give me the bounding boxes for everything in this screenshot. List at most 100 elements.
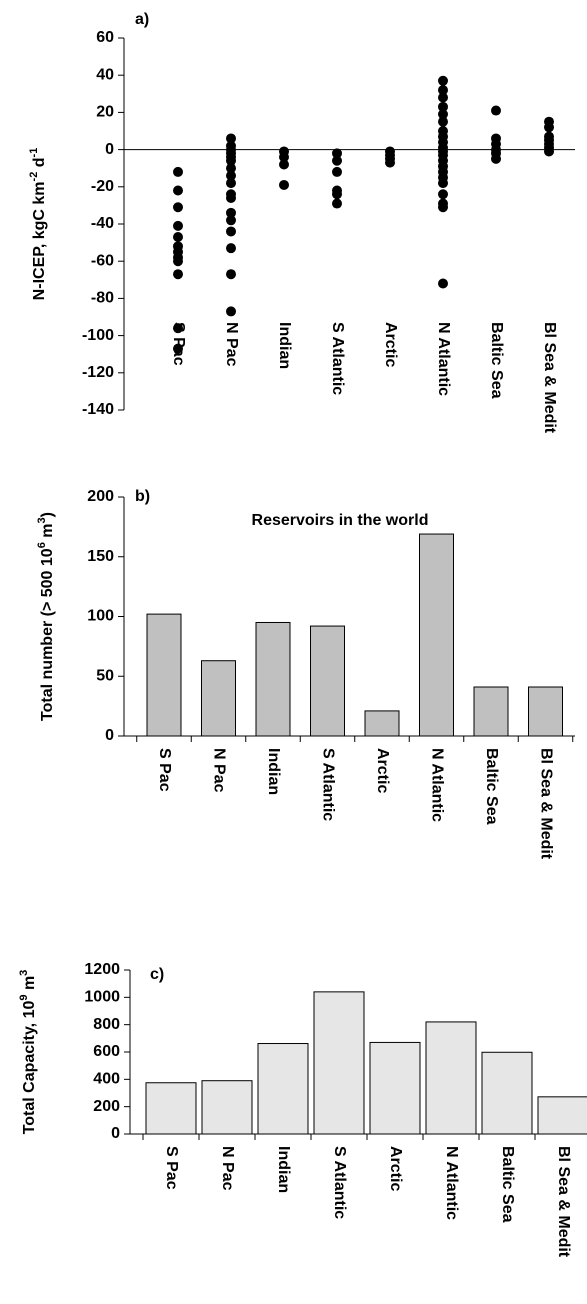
x-tick-label: Indian — [265, 748, 282, 795]
point — [173, 323, 183, 334]
point — [438, 278, 448, 289]
point — [226, 269, 236, 280]
y-tick-label: -140 — [82, 401, 114, 418]
y-axis-label: Total Capacity, 109 m3 — [18, 970, 38, 1135]
point — [438, 92, 448, 103]
point — [226, 207, 236, 218]
bar — [473, 686, 509, 737]
panel-label: c) — [150, 966, 164, 983]
bar — [419, 533, 454, 737]
x-tick-label: Bl Sea & Medit — [555, 1146, 572, 1258]
point — [385, 157, 395, 168]
y-tick-label: 1200 — [84, 961, 120, 978]
y-tick-label: -100 — [82, 327, 114, 344]
x-tick-label: S Atlantic — [319, 748, 336, 821]
y-tick-label: 60 — [96, 29, 114, 46]
point — [332, 155, 342, 166]
bar — [201, 660, 236, 737]
point — [438, 85, 448, 96]
bar — [537, 1096, 587, 1135]
y-tick-label: 50 — [96, 667, 114, 684]
x-tick-label: Bl Sea & Medit — [537, 748, 554, 860]
x-tick-label: Baltic Sea — [483, 748, 500, 825]
y-tick-label: 1000 — [84, 989, 120, 1006]
y-tick-label: 800 — [93, 1016, 120, 1033]
point — [438, 109, 448, 120]
y-axis-label-part: d — [31, 157, 48, 171]
y-tick-label: 100 — [87, 608, 114, 625]
x-tick-label: N Pac — [223, 322, 240, 367]
y-tick-label: 200 — [87, 488, 114, 505]
point — [173, 269, 183, 280]
x-tick-label: Baltic Sea — [488, 322, 505, 399]
y-tick-label: 20 — [96, 104, 114, 121]
y-axis-label-part: m — [21, 976, 38, 995]
y-tick-label: -60 — [91, 252, 114, 269]
point — [173, 185, 183, 196]
point — [226, 133, 236, 144]
x-tick-label: Arctic — [374, 748, 391, 793]
point — [226, 243, 236, 254]
point — [226, 170, 236, 181]
y-tick-label: 150 — [87, 548, 114, 565]
point — [544, 122, 554, 133]
y-tick-label: 600 — [93, 1043, 120, 1060]
point — [226, 155, 236, 166]
point — [438, 116, 448, 127]
y-axis-label-part: -1 — [28, 148, 40, 158]
bar — [313, 991, 365, 1135]
y-axis-label-part: m — [39, 524, 56, 543]
x-tick-label: Indian — [275, 1146, 292, 1193]
x-tick-label: N Atlantic — [428, 748, 445, 822]
bar — [481, 1051, 533, 1135]
bar — [201, 1080, 253, 1135]
point — [226, 163, 236, 174]
y-axis-label-part: 3 — [36, 517, 48, 523]
x-tick-label: N Pac — [219, 1146, 236, 1191]
point — [279, 159, 289, 170]
x-tick-label: Indian — [276, 322, 293, 369]
panel-label: b) — [135, 488, 150, 505]
x-tick-label: N Pac — [210, 748, 227, 793]
point — [332, 198, 342, 209]
x-tick-label: N Atlantic — [435, 322, 452, 396]
bar — [255, 621, 291, 737]
panel-label: a) — [135, 11, 149, 28]
y-axis-label-part: -2 — [28, 172, 40, 182]
y-axis-label: Total number (> 500 106 m3) — [36, 512, 56, 721]
y-tick-label: 40 — [96, 66, 114, 83]
y-axis-label-part: N-ICEP, kgC km — [31, 181, 48, 300]
point — [173, 166, 183, 177]
y-axis-label-part: 3 — [18, 970, 30, 976]
point — [438, 202, 448, 213]
point — [226, 215, 236, 226]
point — [491, 105, 501, 116]
point — [173, 220, 183, 231]
x-tick-label: N Atlantic — [443, 1146, 460, 1220]
point — [491, 153, 501, 164]
point — [226, 178, 236, 189]
point — [438, 101, 448, 112]
point — [173, 202, 183, 213]
y-tick-label: 0 — [111, 1125, 120, 1142]
point — [173, 232, 183, 243]
bar — [364, 710, 400, 737]
chart-title: Reservoirs in the world — [252, 512, 429, 529]
y-tick-label: -120 — [82, 364, 114, 381]
point — [544, 146, 554, 157]
y-axis-label-part: Total number (> 500 10 — [39, 548, 56, 721]
point — [279, 179, 289, 190]
point — [173, 256, 183, 267]
x-tick-label: S Pac — [156, 748, 173, 792]
y-axis-label-part: Total Capacity, 10 — [21, 1001, 38, 1135]
y-axis-label-part: 6 — [36, 542, 48, 548]
bar — [146, 613, 182, 737]
point — [279, 152, 289, 163]
x-tick-label: S Atlantic — [331, 1146, 348, 1219]
y-axis-label: N-ICEP, kgC km-2 d-1 — [28, 148, 48, 301]
bar — [257, 1043, 309, 1135]
point — [226, 192, 236, 203]
point — [226, 306, 236, 317]
y-axis-label-part: 9 — [18, 995, 30, 1001]
